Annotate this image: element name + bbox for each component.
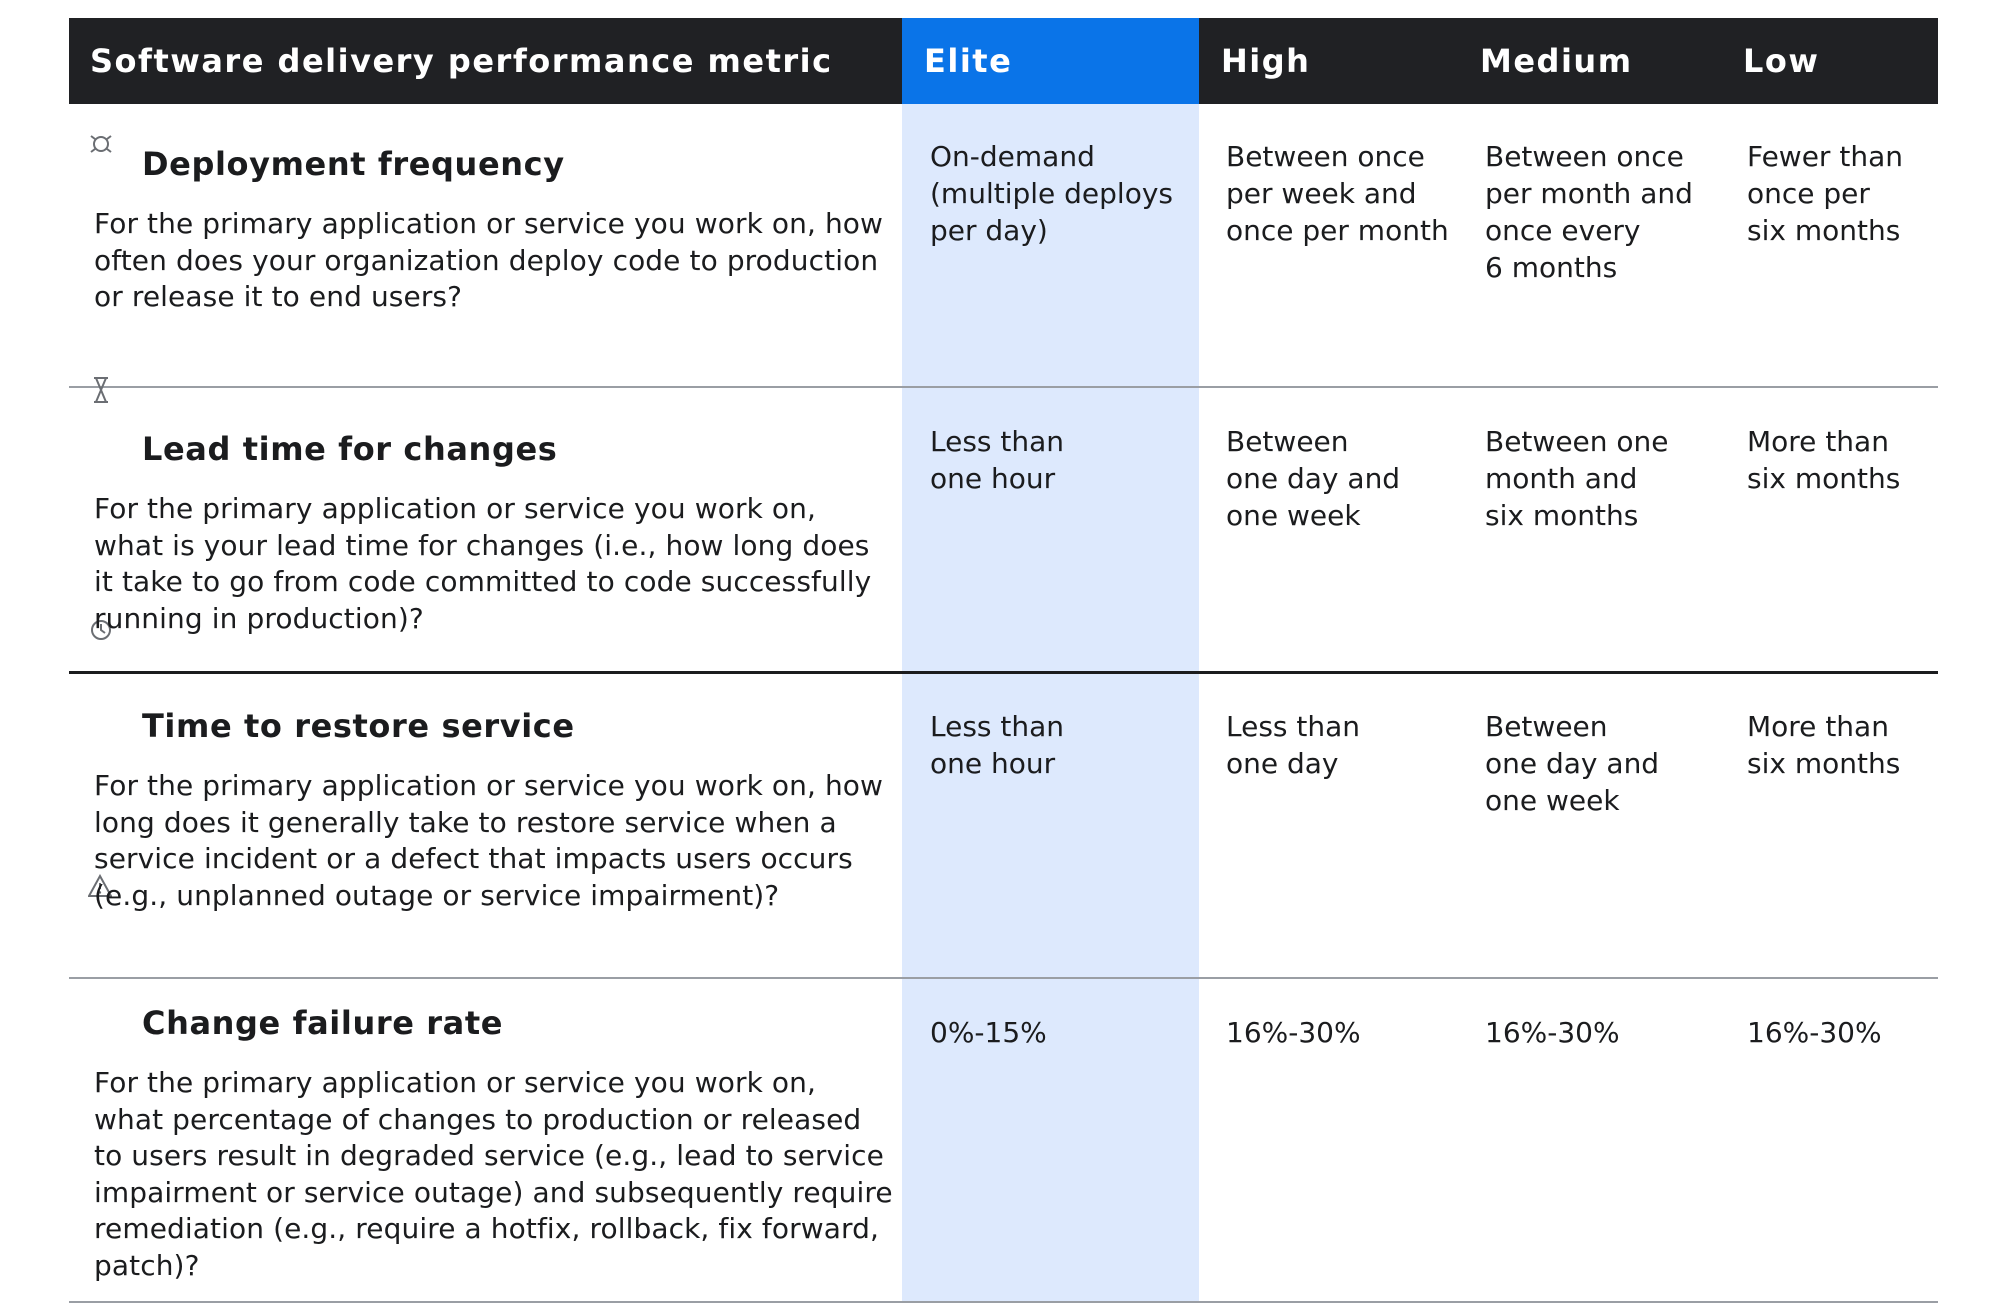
elite-value: On-demand (multiple deploys per day): [930, 140, 1174, 247]
metric-description: For the primary application or service y…: [94, 1066, 893, 1282]
high-value: Between once per week and once per month: [1226, 140, 1449, 247]
hourglass-icon: [94, 377, 108, 403]
elite-column-highlight: [902, 18, 1199, 1303]
medium-value: Between one day and one week: [1485, 710, 1660, 817]
row-divider: [69, 977, 1938, 979]
metric-title: Time to restore service: [142, 707, 575, 745]
medium-value: Between once per month and once every 6 …: [1485, 140, 1693, 284]
medium-value: 16%-30%: [1485, 1016, 1620, 1049]
warning-icon: [88, 874, 112, 897]
elite-value: 0%-15%: [930, 1016, 1047, 1049]
metric-description: For the primary application or service y…: [94, 492, 872, 635]
header-high: High: [1221, 42, 1311, 80]
header-elite: Elite: [924, 42, 1013, 80]
row-divider: [69, 386, 1938, 388]
metric-title: Lead time for changes: [142, 430, 558, 468]
high-value: Between one day and one week: [1226, 425, 1401, 532]
metric-title: Deployment frequency: [142, 145, 565, 183]
low-value: 16%-30%: [1747, 1016, 1882, 1049]
header-elite-highlight: [902, 18, 1199, 104]
target-icon: [90, 135, 112, 153]
medium-value: Between one month and six months: [1485, 425, 1669, 532]
elite-value: Less than one hour: [930, 425, 1065, 495]
clock-icon: [91, 620, 111, 640]
low-value: Fewer than once per six months: [1747, 140, 1903, 247]
elite-value: Less than one hour: [930, 710, 1065, 780]
high-value: 16%-30%: [1226, 1016, 1361, 1049]
header-metric: Software delivery performance metric: [90, 42, 833, 80]
metric-description: For the primary application or service y…: [94, 207, 884, 313]
header-low: Low: [1743, 42, 1820, 80]
low-value: More than six months: [1747, 710, 1901, 780]
low-value: More than six months: [1747, 425, 1901, 495]
header-medium: Medium: [1480, 42, 1633, 80]
metric-description: For the primary application or service y…: [94, 769, 884, 912]
row-divider: [69, 671, 1938, 674]
high-value: Less than one day: [1226, 710, 1361, 780]
metric-title: Change failure rate: [142, 1004, 504, 1042]
